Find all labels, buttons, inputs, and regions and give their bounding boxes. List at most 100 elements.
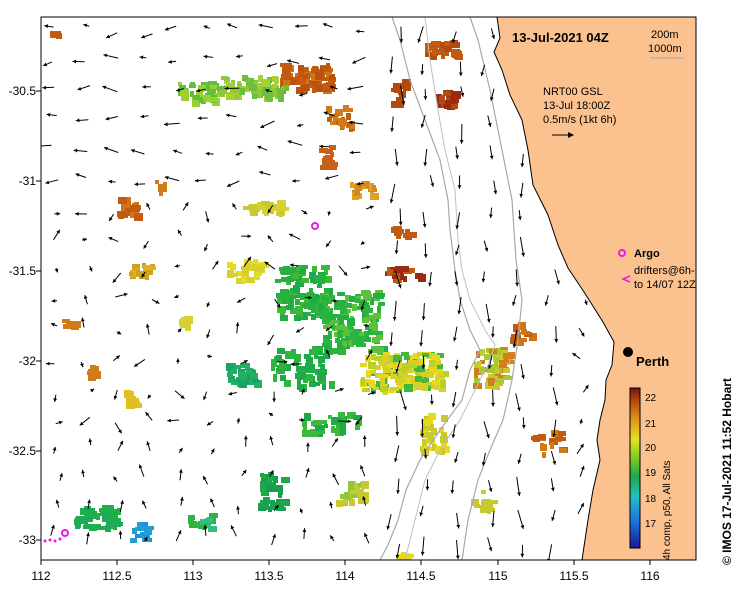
sst-pixel [325,155,330,159]
sst-pixel [292,295,296,299]
sst-pixel [190,82,195,87]
sst-pixel [226,363,231,371]
sst-pixel [449,100,457,104]
sst-pixel [396,377,401,385]
sst-pixel [380,386,387,392]
sst-pixel [441,54,445,59]
sst-pixel [375,365,380,370]
sst-pixel [252,264,258,271]
sst-pixel [263,498,268,505]
sst-pixel [350,182,354,188]
sst-pixel [369,380,375,388]
sst-pixel [281,74,288,78]
sst-pixel [343,499,348,505]
sst-pixel [371,193,379,200]
sst-pixel [453,91,461,99]
sst-pixel [304,68,308,72]
sst-pixel [275,279,281,283]
sst-pixel [303,422,307,430]
sst-pixel [278,492,282,498]
sst-pixel [396,234,401,239]
sst-pixel [415,376,422,382]
sst-pixel [298,372,306,378]
sst-pixel [325,276,332,283]
sst-pixel [361,481,369,489]
sst-pixel [371,370,376,374]
sst-pixel [393,355,402,362]
sst-pixel [255,272,261,276]
sst-pixel [261,201,270,206]
sst-pixel [374,356,382,361]
sst-pixel [238,372,247,379]
sst-pixel [137,522,142,527]
y-tick-label: -31 [19,174,37,188]
sst-pixel [361,378,365,386]
sst-pixel [383,369,391,373]
sst-pixel [335,325,344,330]
sst-pixel [391,101,399,108]
sst-pixel [306,368,315,373]
sst-pixel [159,188,163,196]
sst-pixel [324,296,330,303]
sst-pixel [241,276,246,283]
sst-pixel [336,500,343,507]
sst-pixel [376,335,383,340]
sst-pixel [387,269,393,276]
sst-pixel [281,271,290,275]
sst-pixel [403,276,407,282]
sst-pixel [297,379,301,385]
sst-pixel [298,71,303,78]
sst-pixel [429,367,433,371]
sst-pixel [406,378,411,384]
sst-pixel [357,343,366,347]
sst-pixel [322,383,326,390]
sst-pixel [329,381,335,389]
sst-pixel [129,272,133,276]
sst-pixel [237,83,242,87]
sst-pixel [266,484,274,492]
sst-pixel [445,47,451,52]
sst-pixel [292,273,299,279]
sst-pixel [210,85,217,89]
x-axis: 112 112.5 113 113.5 114 114.5 115 115.5 … [31,569,659,583]
sst-pixel [312,266,317,272]
sst-pixel [309,272,316,279]
sst-pixel [135,527,144,531]
isobath-label-1000m: 1000m [648,43,682,55]
sst-pixel [189,521,197,528]
sst-pixel [355,298,360,303]
colorbar-tick: 20 [645,443,657,454]
sst-pixel [434,42,440,48]
x-tick-label: 115 [488,569,507,583]
sst-pixel [271,500,275,507]
colorbar [630,388,640,548]
sst-pixel [494,383,500,390]
sst-pixel [89,524,97,531]
sst-pixel [96,524,101,530]
credit-text: © IMOS 17-Jul-2021 11:52 Hobart [720,378,734,565]
sst-pixel [348,108,353,112]
sst-pixel [242,268,246,274]
sst-pixel [132,264,140,268]
sst-pixel [429,360,435,367]
sst-pixel [280,501,289,505]
sst-pixel [272,76,278,82]
sst-pixel [540,444,547,451]
sst-pixel [422,353,429,357]
sst-pixel [267,477,271,484]
sst-pixel [281,277,287,282]
sst-pixel [242,75,248,81]
sst-pixel [368,362,376,369]
colorbar-tick: 22 [645,393,657,404]
sst-pixel [204,95,211,102]
sst-pixel [487,367,495,373]
sst-pixel [280,207,289,211]
sst-pixel [446,91,451,96]
sst-pixel [390,387,399,391]
sst-pixel [295,356,300,362]
sst-pixel [503,376,512,380]
sst-pixel [272,84,277,88]
sst-pixel [320,364,325,371]
sst-pixel [155,180,159,184]
current-source: NRT00 GSL [543,86,603,98]
